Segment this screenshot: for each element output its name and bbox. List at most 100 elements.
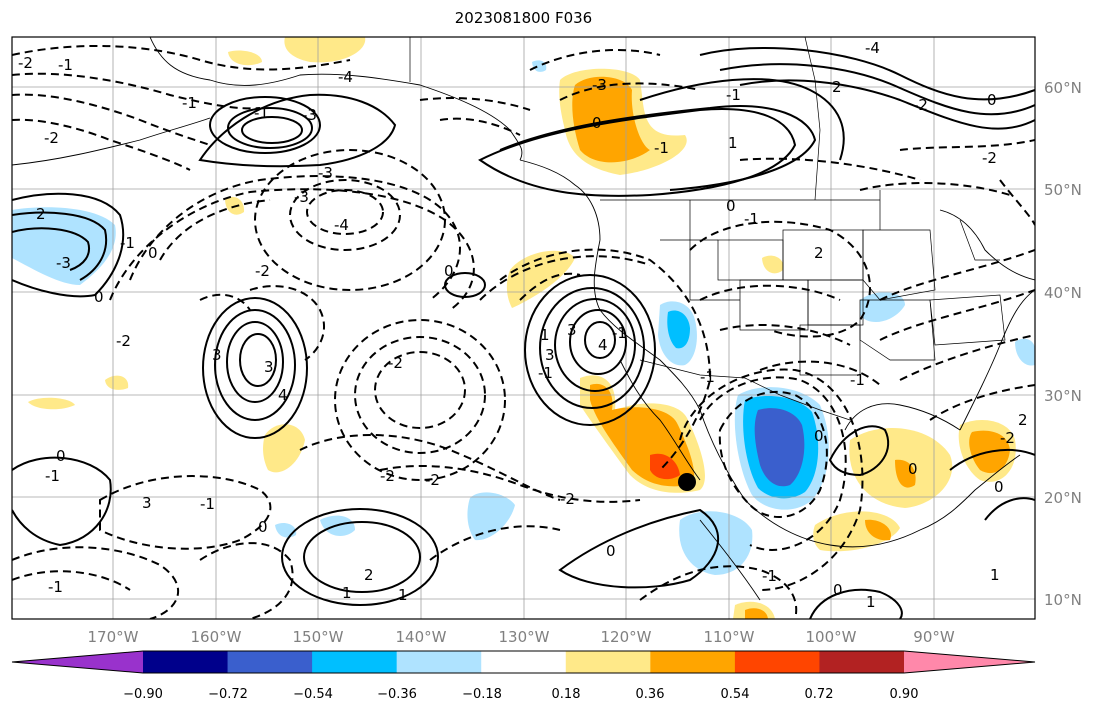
contour-label: -1 (45, 467, 60, 485)
contour-label: 0 (908, 460, 918, 478)
contour-label: 1 (866, 593, 876, 611)
colorbar-segment (819, 651, 905, 673)
contour-label: 1 (342, 584, 352, 602)
contour-label: 1 (540, 326, 550, 344)
colorbar-tick-label: −0.72 (208, 687, 248, 702)
colorbar-extend-low (12, 651, 143, 673)
lon-label: 130°W (499, 628, 550, 646)
fill-positive (762, 255, 784, 274)
lon-label: 100°W (806, 628, 857, 646)
contour-label: -2 (982, 149, 997, 167)
location-marker (678, 473, 696, 491)
contour-label: 3 (212, 346, 222, 364)
contour-label: -1 (538, 364, 553, 382)
contour-label: -2 (425, 471, 440, 489)
contour-label: 0 (148, 244, 158, 262)
contour-label: -3 (56, 254, 71, 272)
contour-label: 2 (814, 244, 824, 262)
contour-label: -2 (388, 354, 403, 372)
fill-positive (895, 459, 916, 488)
contour-label: -4 (865, 39, 880, 57)
contour-label: -1 (612, 324, 627, 342)
lon-label: 110°W (704, 628, 755, 646)
contour-label: 0 (606, 542, 616, 560)
contour-label: -3 (302, 106, 317, 124)
contour-label: 1 (398, 586, 408, 604)
contour-label: -1 (254, 104, 269, 122)
colorbar-segment (650, 651, 736, 673)
contour-label: -3 (592, 76, 607, 94)
contour-label: 3 (545, 346, 555, 364)
contour-label: 0 (814, 427, 824, 445)
lon-label: 120°W (601, 628, 652, 646)
colorbar-segment (396, 651, 482, 673)
fill-positive (745, 608, 768, 619)
colorbar-tick-label: −0.90 (123, 687, 163, 702)
contour-label: -1 (850, 371, 865, 389)
fill-negative (1015, 338, 1035, 366)
contour-label: -2 (116, 332, 131, 350)
contour-label: -2 (18, 54, 33, 72)
lat-labels: 60°N 50°N 40°N 30°N 20°N 10°N (1044, 79, 1082, 609)
colorbar-outline (11, 650, 1036, 674)
contour-label: 3 (567, 321, 577, 339)
colorbar-tick-label: −0.18 (462, 687, 502, 702)
contour-label: 0 (444, 262, 454, 280)
fill-negative (667, 310, 690, 349)
contour-label: -2 (44, 129, 59, 147)
fill-positive (28, 397, 75, 410)
contour-label: -4 (338, 68, 353, 86)
fill-positive (263, 424, 305, 473)
contour-label: -1 (762, 567, 777, 585)
contour-label: -3 (318, 164, 333, 182)
contour-label: 3 (142, 494, 152, 512)
contour-label: 1 (728, 134, 738, 152)
fill-negative (12, 207, 116, 285)
contour-label: -1 (744, 210, 759, 228)
colorbar-segment (734, 651, 820, 673)
contour-label: 0 (592, 114, 602, 132)
colorbar-tick-label: 0.54 (721, 687, 750, 702)
solid-contours (12, 46, 1035, 619)
fill-positive (105, 375, 129, 390)
contour-label: 4 (598, 336, 608, 354)
contour-label: -1 (182, 94, 197, 112)
contour-label: -2 (913, 96, 928, 114)
colorbar-tick-label: 0.36 (636, 687, 665, 702)
lon-label: 140°W (396, 628, 447, 646)
contour-label: 2 (832, 78, 842, 96)
contour-label: -2 (560, 490, 575, 508)
colorbar-extend-high (904, 651, 1035, 673)
lon-label: 150°W (293, 628, 344, 646)
contour-label: 0 (987, 91, 997, 109)
lon-label: 170°W (88, 628, 139, 646)
contour-label: 0 (833, 581, 843, 599)
contour-label: -3 (294, 188, 309, 206)
contour-label: 4 (278, 386, 288, 404)
colorbar-segment (143, 651, 229, 673)
lon-labels: 170°W 160°W 150°W 140°W 130°W 120°W 110°… (88, 628, 955, 646)
colorbar-tick-label: 0.90 (890, 687, 919, 702)
contour-label: -1 (700, 368, 715, 386)
contour-label: -2 (1000, 429, 1015, 447)
contour-label: 0 (94, 288, 104, 306)
contour-label: -1 (200, 495, 215, 513)
contour-label: 2 (1018, 411, 1028, 429)
lat-label: 50°N (1044, 181, 1082, 199)
map-border (11, 36, 1036, 620)
lat-label: 10°N (1044, 591, 1082, 609)
contour-label: 0 (56, 447, 66, 465)
colorbar-tick-label: −0.36 (377, 687, 417, 702)
contour-label: 0 (994, 478, 1004, 496)
lat-label: 20°N (1044, 489, 1082, 507)
graticule (12, 37, 1035, 619)
fill-negative (754, 408, 805, 487)
colorbar-tick-label: 0.18 (552, 687, 581, 702)
colorbar-tick-label: 0.72 (805, 687, 834, 702)
contour-label: -1 (726, 86, 741, 104)
contour-label: 0 (726, 197, 736, 215)
fill-negative (467, 492, 515, 541)
colorbar-ticks: −0.90 −0.72 −0.54 −0.36 −0.18 0.18 0.36 … (123, 687, 918, 702)
map-title: 2023081800 F036 (454, 9, 593, 27)
lon-label: 90°W (913, 628, 955, 646)
